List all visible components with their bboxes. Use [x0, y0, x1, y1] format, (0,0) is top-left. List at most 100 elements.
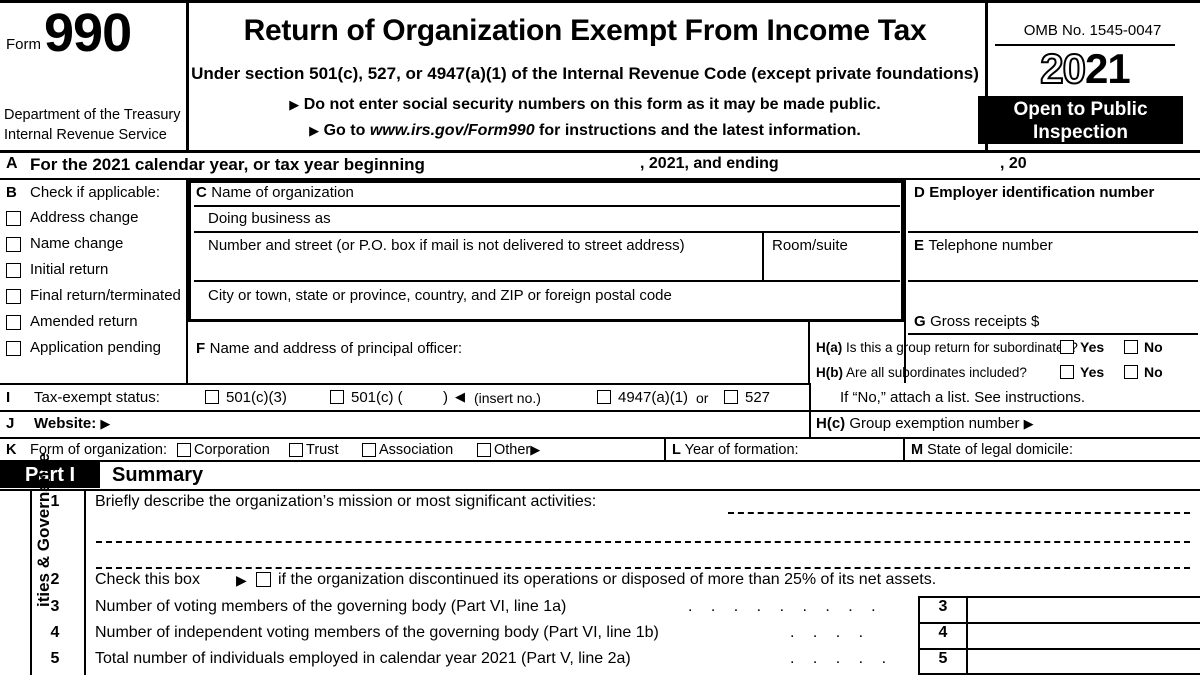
checkbox-final-return-terminated[interactable]	[6, 288, 21, 306]
section-e-key: E	[914, 237, 925, 254]
label-number-and-street: Number and street (or P.O. box if mail i…	[208, 237, 685, 254]
row-j-top-border	[0, 410, 810, 412]
line-1-fill-1[interactable]	[728, 512, 1190, 514]
label-year-of-formation: Year of formation:	[684, 442, 799, 458]
arrow-icon: ▶	[100, 416, 111, 431]
section-k-label: Form of organization:	[30, 442, 168, 458]
part-i-bottom-border	[0, 489, 1200, 491]
label-501c-close: )	[443, 389, 448, 406]
section-m-row[interactable]: M State of legal domicile:	[911, 442, 1073, 458]
line-3-value[interactable]	[968, 598, 1200, 620]
checkbox-501c3[interactable]	[205, 388, 219, 406]
checkbox-other[interactable]	[477, 441, 491, 459]
line-5-box-number: 5	[938, 650, 948, 667]
checkbox-discontinued-operations[interactable]	[256, 571, 271, 589]
label-insert-no: (insert no.)	[474, 390, 541, 406]
page-title: Return of Organization Exempt From Incom…	[243, 14, 927, 47]
section-d-row[interactable]: D Employer identification number	[914, 184, 1154, 202]
section-f-row[interactable]: F Name and address of principal officer:	[196, 340, 462, 358]
line-4-value[interactable]	[968, 624, 1200, 646]
row-a-right: , 20	[1000, 155, 1027, 172]
line-5-number: 5	[50, 650, 60, 667]
form-word-label: Form	[6, 36, 41, 53]
checkbox-501c[interactable]	[330, 388, 344, 406]
line-1-fill-3[interactable]	[96, 567, 1190, 569]
label-telephone-number: Telephone number	[928, 237, 1053, 254]
checkbox-corporation[interactable]	[177, 441, 191, 459]
line-3-dots: . . . . . . . . .	[688, 598, 883, 615]
checkbox-h-a-yes[interactable]	[1060, 338, 1074, 356]
arrow-icon: ▶	[530, 442, 541, 457]
line-5-left-divider	[918, 648, 920, 675]
section-e-underline	[908, 280, 1198, 282]
section-f-divider	[808, 322, 810, 383]
label-final-return-terminated: Final return/terminated	[30, 287, 181, 304]
department-label: Department of the Treasury Internal Reve…	[4, 105, 181, 145]
label-amended-return: Amended return	[30, 313, 138, 330]
tax-year: 2021	[1000, 47, 1170, 91]
section-i-label: Tax-exempt status:	[34, 389, 160, 406]
form-number: 990	[44, 3, 132, 63]
label-room-suite: Room/suite	[772, 237, 848, 254]
row-a-key: A	[6, 155, 18, 172]
page-top-border	[0, 0, 1200, 3]
checkbox-h-b-no[interactable]	[1124, 363, 1138, 381]
line-4-value-divider	[966, 622, 968, 648]
row-a-middle: , 2021, and ending	[640, 155, 779, 172]
label-application-pending: Application pending	[30, 339, 161, 356]
section-h-c-key: H(c)	[816, 415, 846, 432]
section-e-row[interactable]: E Telephone number	[914, 237, 1053, 255]
row-a-text: For the 2021 calendar year, or tax year …	[30, 155, 425, 174]
line-5-top-border	[918, 648, 1200, 650]
insert-no-arrow-icon: ◀	[455, 389, 465, 404]
section-j-label[interactable]: Website: ▶	[34, 415, 110, 432]
section-h-c-row[interactable]: H(c) Group exemption number ▶	[816, 415, 1034, 432]
label-501c3: 501(c)(3)	[226, 389, 287, 406]
checkbox-association[interactable]	[362, 441, 376, 459]
line-1-fill-2[interactable]	[96, 541, 1190, 543]
row-i-top-border	[0, 383, 810, 385]
section-c-name-row[interactable]: C Name of organization	[196, 184, 354, 202]
checkbox-4947a1[interactable]	[597, 388, 611, 406]
arrow-icon: ▶	[236, 572, 247, 588]
section-h-c-text: Group exemption number	[849, 415, 1020, 432]
line-5-bottom-border	[918, 673, 1200, 675]
section-h-b-key: H(b)	[816, 365, 843, 380]
section-deg-divider	[904, 180, 906, 383]
open-to-public-badge: Open to Public Inspection	[978, 96, 1183, 144]
header-divider-right	[985, 3, 988, 150]
label-h-a-yes: Yes	[1080, 339, 1105, 355]
label-gross-receipts: Gross receipts $	[930, 313, 1040, 330]
line-2-number: 2	[50, 571, 60, 588]
checkbox-initial-return[interactable]	[6, 262, 21, 280]
checkbox-application-pending[interactable]	[6, 340, 21, 358]
label-h-b-yes: Yes	[1080, 364, 1105, 380]
label-association: Association	[379, 442, 454, 458]
line-3-number: 3	[50, 598, 60, 615]
checkbox-address-change[interactable]	[6, 210, 21, 228]
section-f-key: F	[196, 340, 206, 357]
checkbox-name-change[interactable]	[6, 236, 21, 254]
checkbox-h-a-no[interactable]	[1124, 338, 1138, 356]
section-c-sep-3	[194, 280, 900, 282]
open-to-public-line-2: Inspection	[1032, 122, 1128, 143]
section-h-a-row: H(a) Is this a group return for subordin…	[816, 340, 1078, 355]
line-3-top-border	[918, 596, 1200, 598]
checkbox-amended-return[interactable]	[6, 314, 21, 332]
checkbox-527[interactable]	[724, 388, 738, 406]
section-c-box	[188, 180, 904, 322]
label-h-a-no: No	[1144, 339, 1163, 355]
checkbox-h-b-yes[interactable]	[1060, 363, 1074, 381]
checkbox-trust[interactable]	[289, 441, 303, 459]
line-1-number: 1	[50, 493, 60, 510]
line-5-value[interactable]	[968, 650, 1200, 672]
label-state-of-legal-domicile: State of legal domicile:	[927, 442, 1074, 458]
omb-number: OMB No. 1545-0047	[1023, 22, 1162, 39]
section-g-row[interactable]: G Gross receipts $	[914, 313, 1039, 331]
line-4-text: Number of independent voting members of …	[95, 624, 659, 641]
row-j-divider	[809, 383, 811, 438]
line-4-number: 4	[50, 624, 60, 641]
section-l-row[interactable]: L Year of formation:	[672, 442, 799, 458]
section-h-note: If “No,” attach a list. See instructions…	[840, 389, 1086, 406]
irs-url[interactable]: www.irs.gov/Form990	[369, 122, 535, 139]
